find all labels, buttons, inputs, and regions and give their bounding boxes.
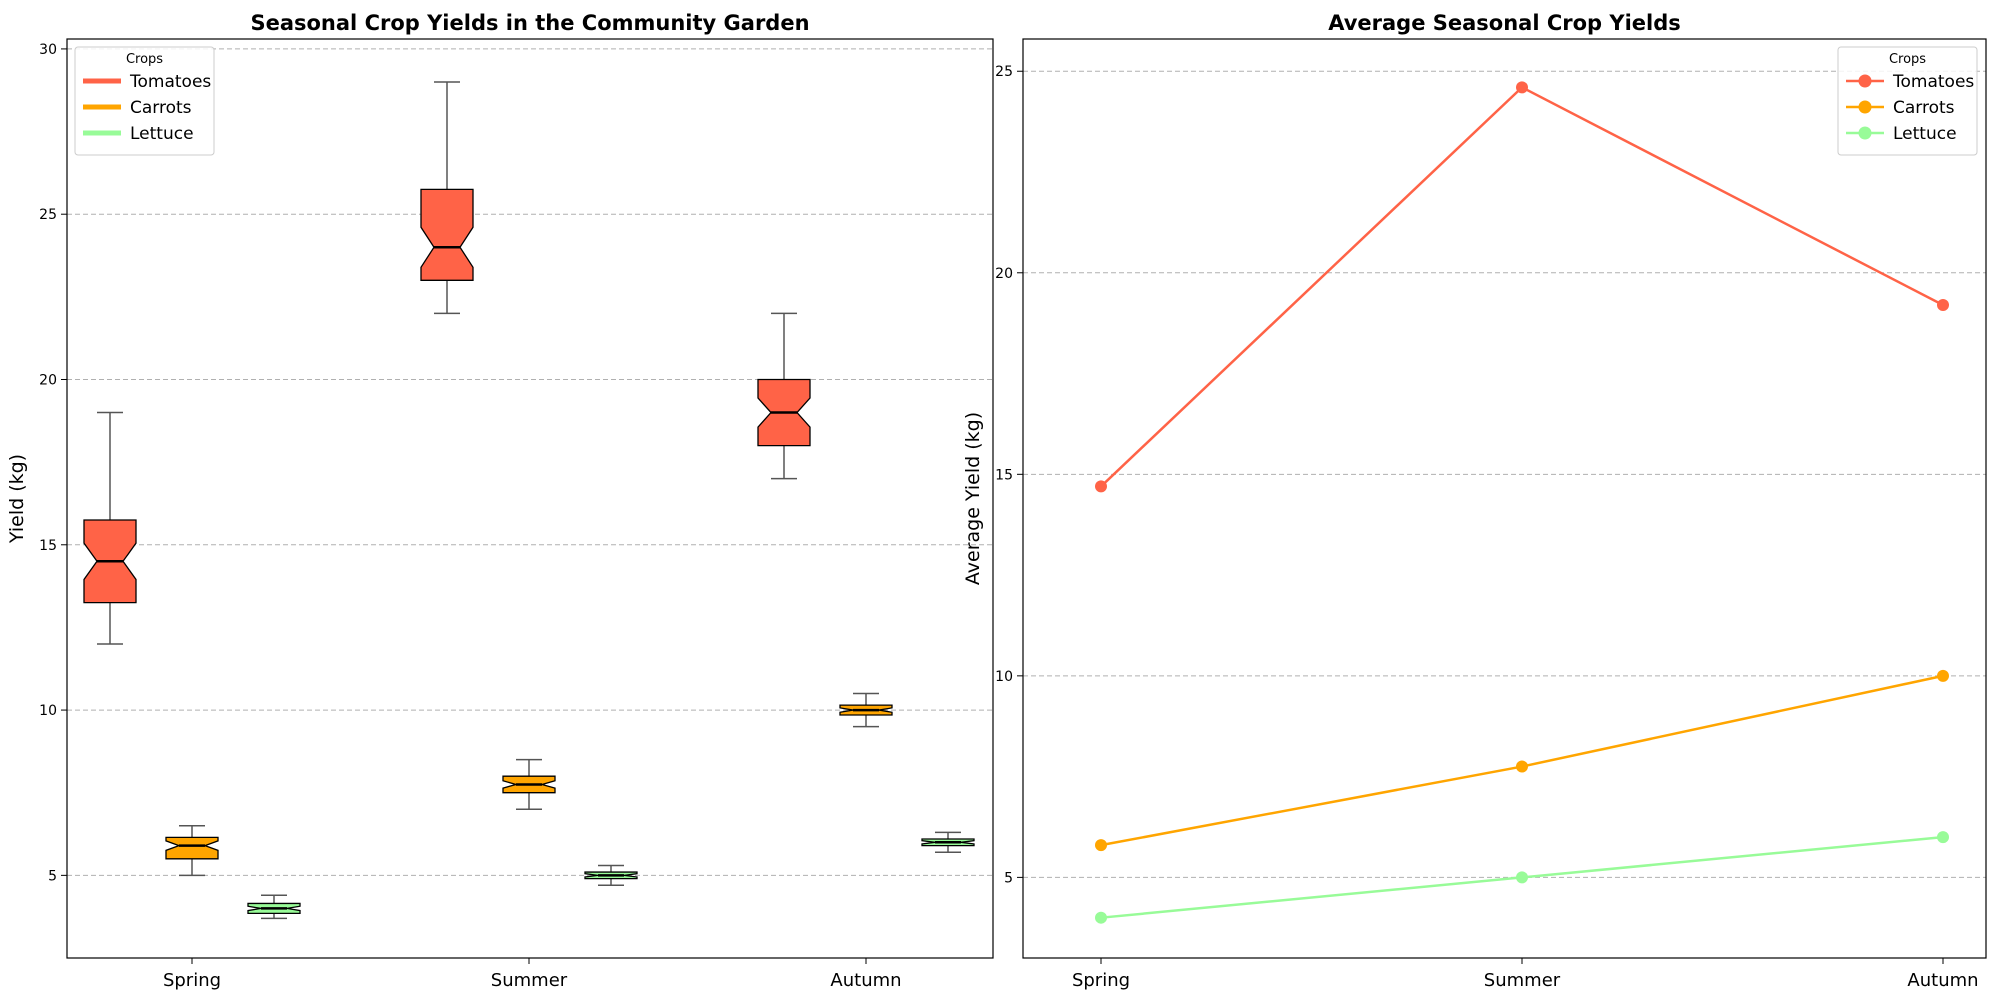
y-tick-label: 15: [995, 467, 1013, 483]
box-plot-panel: 5 10 15 20 25 30 Seasonal Crop Yields in the C…: [6, 11, 994, 991]
data-point-carrots: [1095, 839, 1107, 852]
legend-entry: Carrots: [130, 98, 192, 118]
data-point-lettuce: [1516, 871, 1528, 884]
y-tick-label: 10: [995, 669, 1013, 685]
y-tick-label: 25: [39, 207, 57, 223]
x-tick-label: Spring: [1072, 970, 1130, 991]
data-point-carrots: [1516, 760, 1528, 773]
box-carrots: [165, 836, 219, 860]
series-line-tomatoes: [1100, 85, 1944, 488]
y-tick-label: 5: [1004, 870, 1013, 886]
y-tick-label: 15: [39, 538, 57, 554]
y-tick-label: 5: [48, 868, 57, 884]
legend-entry: Carrots: [1893, 98, 1955, 118]
plot-frame: [66, 38, 994, 959]
x-tick-label: Summer: [1484, 970, 1561, 991]
legend-entry: Tomatoes: [129, 72, 211, 92]
y-axis-label: Average Yield (kg): [962, 412, 984, 585]
y-tick-label: 20: [39, 372, 57, 388]
x-tick-label: Autumn: [830, 970, 901, 991]
legend-box: [74, 46, 215, 156]
line-chart-panel: 5 10 15 20 25 Average Seasonal Crop Yields Ave…: [962, 11, 1987, 991]
y-tick-label: 25: [995, 64, 1013, 80]
data-point-carrots: [1937, 669, 1949, 682]
legend-marker: [1858, 126, 1872, 140]
chart-title: Seasonal Crop Yields in the Community Ga…: [250, 11, 809, 35]
x-tick-label: Summer: [491, 970, 568, 991]
box-tomatoes: [420, 188, 474, 281]
legend-marker: [1858, 74, 1872, 88]
legend-entry: Tomatoes: [1892, 72, 1974, 92]
x-tick-label: Spring: [163, 970, 221, 991]
legend-entry: Lettuce: [1893, 124, 1957, 144]
data-point-lettuce: [1937, 831, 1949, 844]
chart-title: Average Seasonal Crop Yields: [1328, 11, 1681, 35]
data-point-tomatoes: [1937, 299, 1949, 312]
y-tick-label: 30: [39, 42, 57, 58]
legend-entry: Lettuce: [130, 124, 194, 144]
x-tick-label: Autumn: [1907, 970, 1978, 991]
y-tick-label: 20: [995, 266, 1013, 282]
y-axis-label: Yield (kg): [6, 454, 28, 544]
legend-box: [1837, 46, 1978, 156]
data-point-lettuce: [1095, 911, 1107, 924]
legend-marker: [1858, 100, 1872, 114]
data-point-tomatoes: [1516, 81, 1528, 94]
series-line-carrots: [1100, 674, 1944, 847]
data-point-tomatoes: [1095, 480, 1107, 493]
legend-title: Crops: [126, 52, 163, 67]
legend-title: Crops: [1889, 52, 1926, 67]
y-tick-label: 10: [39, 703, 57, 719]
plot-frame: [1022, 38, 1987, 959]
